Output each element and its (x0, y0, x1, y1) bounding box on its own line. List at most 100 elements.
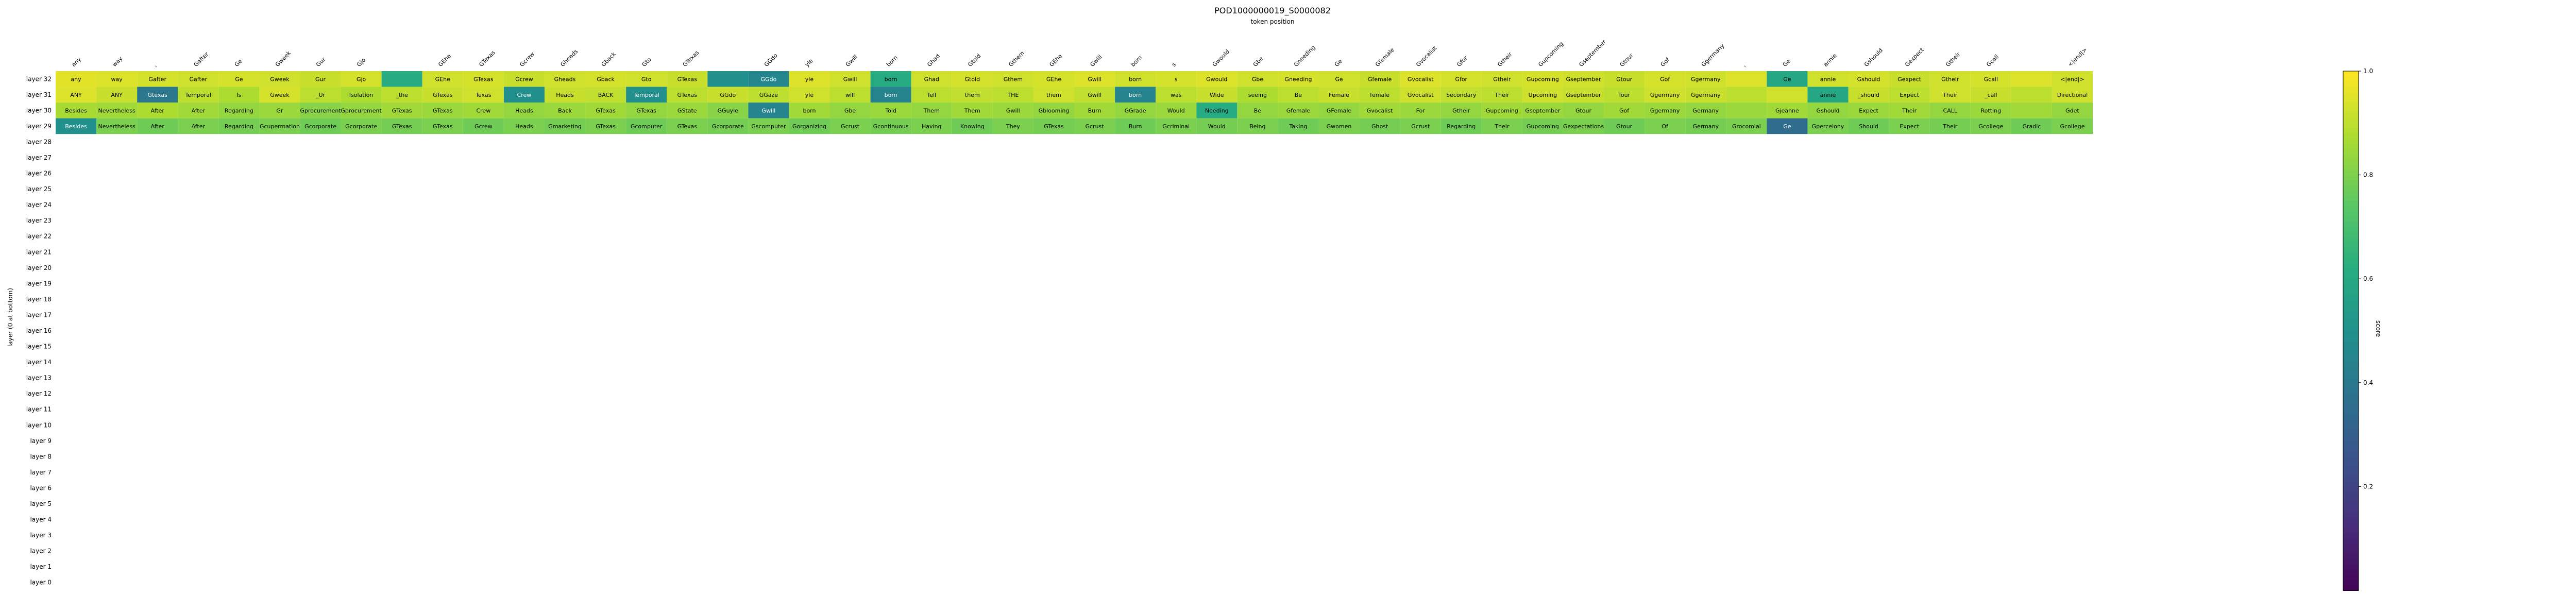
cell-label: Gcrust (1085, 123, 1104, 130)
colorbar-segment (2343, 252, 2359, 259)
x-tick-label: yle (804, 57, 815, 68)
cell-label: GGdo (720, 92, 736, 98)
cell-label: Gcrust (841, 123, 860, 130)
heatmap-cell (422, 103, 463, 118)
cell-label: GTexas (392, 123, 412, 130)
colorbar-segment (2343, 356, 2359, 363)
heatmap-cell (463, 103, 504, 118)
x-tick-label: Gthem (1007, 50, 1026, 69)
y-tick-label: layer 5 (30, 500, 52, 507)
cell-label: Gneeding (1284, 76, 1312, 82)
x-tick-label: Gupcoming (1537, 40, 1565, 68)
cell-label: Gthem (1004, 76, 1023, 82)
cell-label: Gtour (1616, 76, 1633, 82)
x-tick-label: Gback (600, 50, 618, 68)
heatmap-cell (1237, 87, 1278, 103)
cell-label: Gscomputer (751, 123, 786, 130)
heatmap-cell (1074, 71, 1115, 87)
heatmap-cell (300, 103, 341, 118)
heatmap-cell (1522, 118, 1563, 134)
heatmap-cell (1318, 103, 1360, 118)
cell-label: GTexas (677, 92, 697, 98)
colorbar-segment (2343, 258, 2359, 264)
cell-label: Would (1208, 123, 1226, 130)
cell-label: Gcrust (1411, 123, 1430, 130)
colorbar-segment (2343, 279, 2359, 285)
heatmap-cell (463, 118, 504, 134)
heatmap-cell (2052, 103, 2093, 118)
heatmap-cell (1807, 118, 1849, 134)
cell-label: Expect (1859, 107, 1878, 114)
heatmap-cell (463, 87, 504, 103)
heatmap-cell (1033, 71, 1074, 87)
x-tick-label: Gur (315, 56, 327, 68)
colorbar-segment (2343, 549, 2359, 555)
heatmap-cell (1848, 118, 1889, 134)
cell-label: Told (885, 107, 896, 114)
x-tick-label: Gneeding (1293, 44, 1317, 68)
heatmap-cell (218, 103, 260, 118)
cell-label: Ge (1783, 76, 1791, 82)
chart-subtitle: token position (1251, 18, 1295, 25)
x-tick-label: Gwill (1089, 54, 1103, 68)
heatmap-cell (2052, 87, 2093, 103)
heatmap-cell (870, 71, 911, 87)
heatmap-cell (911, 71, 952, 87)
heatmap-cell (56, 103, 97, 118)
cell-label: Gshould (1816, 107, 1839, 114)
cell-label: Gcontinuous (873, 123, 909, 130)
cell-label: Grocomial (1732, 123, 1761, 130)
heatmap-cell (1807, 103, 1849, 118)
heatmap-cell (96, 118, 138, 134)
colorbar-segment (2343, 331, 2359, 337)
cell-label: ANY (111, 92, 123, 98)
heatmap-cell (1889, 87, 1930, 103)
y-axis-label: layer (0 at bottom) (7, 288, 14, 347)
cell-label: Gafter (190, 76, 208, 82)
heatmap-cell (259, 71, 300, 87)
heatmap-cell (870, 118, 911, 134)
chart-title: POD1000000019_S0000082 (1214, 6, 1331, 16)
heatmap-cell (1563, 118, 1604, 134)
y-tick-label: layer 9 (30, 437, 52, 445)
heatmap-cell (341, 71, 382, 87)
cell-label: Be (1295, 92, 1302, 98)
heatmap-cell (1400, 87, 1441, 103)
colorbar-segment (2343, 424, 2359, 430)
y-tick-label: layer 6 (30, 484, 52, 491)
x-tick-label: , (1741, 62, 1747, 68)
cell-label: Isolation (349, 92, 374, 98)
cell-label: Gcollege (1978, 123, 2003, 130)
x-tick-label: annie (1822, 52, 1838, 68)
cell-label: Secondary (1446, 92, 1477, 98)
colorbar-segment (2343, 325, 2359, 331)
x-tick-label: Gwill (844, 54, 859, 68)
cell-label: Gpercelony (1812, 123, 1844, 130)
y-tick-label: layer 15 (26, 343, 52, 350)
x-tick-label: Gweek (274, 49, 293, 68)
cell-label: GTexas (433, 107, 453, 114)
x-tick-label: Gtold (967, 53, 982, 68)
heatmap-cell (56, 71, 97, 87)
heatmap-cell (544, 87, 586, 103)
heatmap-cell (1359, 87, 1400, 103)
cell-label: GEhe (1046, 76, 1061, 82)
colorbar-segment (2343, 227, 2359, 233)
x-tick-label: s (1171, 61, 1177, 68)
x-tick-label: Gto (641, 56, 653, 68)
heatmap-cell (1278, 103, 1319, 118)
heatmap-cell (218, 118, 260, 134)
x-tick-label: born (1130, 54, 1144, 68)
heatmap-cell (178, 71, 219, 87)
cell-label: GGrade (1125, 107, 1146, 114)
colorbar-segment (2343, 461, 2359, 467)
heatmap-cell (544, 103, 586, 118)
heatmap-cell (96, 87, 138, 103)
y-tick-label: layer 23 (26, 217, 52, 224)
cell-label: Directional (2057, 92, 2088, 98)
cell-label: Regarding (225, 123, 253, 130)
cell-label: After (150, 123, 164, 130)
cell-label: Gvocalist (1367, 107, 1393, 114)
x-tick-label: born (885, 54, 899, 68)
heatmap-cell (748, 87, 789, 103)
